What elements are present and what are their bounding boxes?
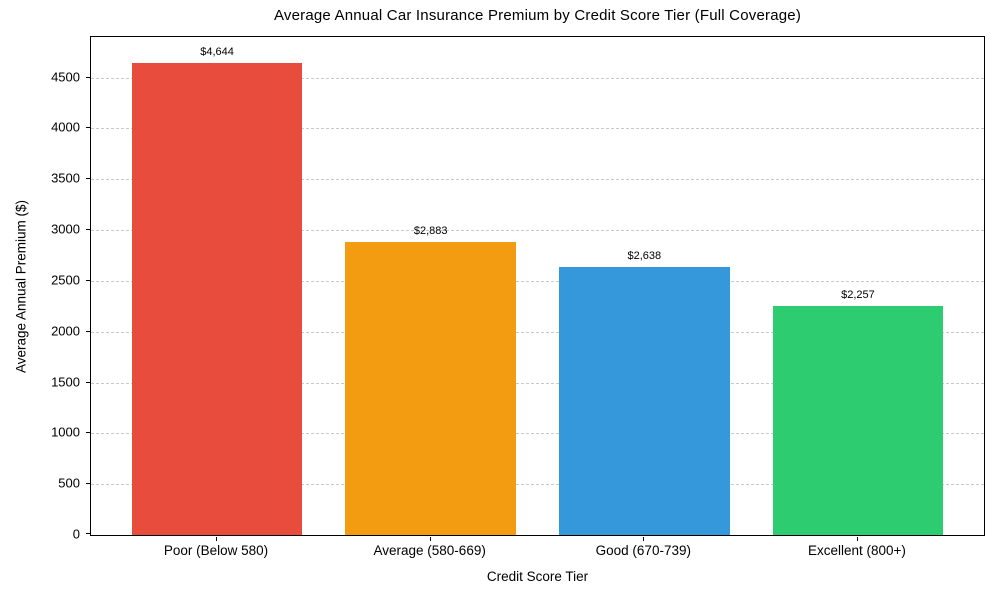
bar-value-label: $2,257 (841, 288, 875, 301)
x-tick-label: Good (670-739) (595, 543, 691, 558)
y-tick-label: 4000 (51, 119, 80, 135)
gridline (91, 179, 984, 181)
x-tick-label: Poor (Below 580) (163, 543, 269, 558)
bar (345, 242, 517, 535)
y-tick-mark (86, 76, 90, 78)
bar (558, 266, 730, 535)
y-tick-mark (86, 178, 90, 180)
y-tick-mark (86, 483, 90, 485)
y-tick-mark (86, 330, 90, 332)
y-tick-mark (86, 533, 90, 534)
gridline (91, 331, 984, 333)
y-tick-label: 2500 (51, 272, 80, 288)
y-tick-label: 4500 (51, 69, 80, 85)
y-tick-label: 1500 (51, 374, 80, 390)
y-tick-label: 1000 (51, 424, 80, 440)
x-tick-mark (856, 537, 858, 541)
gridline (91, 433, 984, 435)
x-tick-mark (216, 537, 218, 541)
y-axis: 0 500 1000 1500 2000 2500 3000 3500 4000 4500 (0, 36, 90, 542)
x-tick-mark (429, 537, 431, 541)
y-tick-label: 0 (72, 526, 80, 542)
x-tick-label: Excellent (800+) (807, 543, 906, 558)
y-tick-mark (86, 279, 90, 281)
bar (131, 63, 303, 535)
bar (772, 305, 944, 535)
y-tick-label: 3500 (51, 170, 80, 186)
x-axis: Poor (Below 580) Average (580-669) Good (6… (90, 537, 985, 577)
chart-title: Average Annual Car Insurance Premium by … (273, 7, 802, 24)
y-tick-mark (86, 229, 90, 231)
gridline (91, 128, 984, 130)
plot-area: $4,644 $2,883 $2,638 $2,257 (90, 36, 985, 536)
y-tick-mark (86, 432, 90, 434)
gridline (91, 230, 984, 232)
gridline (91, 77, 984, 79)
x-tick-label: Average (580-669) (373, 543, 486, 558)
gridline (91, 280, 984, 282)
bar-value-label: $2,638 (627, 249, 662, 262)
y-tick-mark (86, 381, 90, 383)
y-tick-label: 2000 (51, 323, 80, 339)
gridline (91, 484, 984, 486)
x-axis-label: Credit Score Tier (486, 569, 589, 584)
bar-value-label: $4,644 (200, 46, 234, 59)
x-tick-mark (643, 537, 645, 541)
gridline (91, 382, 984, 384)
y-tick-label: 3000 (51, 221, 80, 237)
y-tick-mark (86, 127, 90, 129)
bar-value-label: $2,883 (413, 224, 448, 237)
y-tick-label: 500 (58, 475, 80, 491)
